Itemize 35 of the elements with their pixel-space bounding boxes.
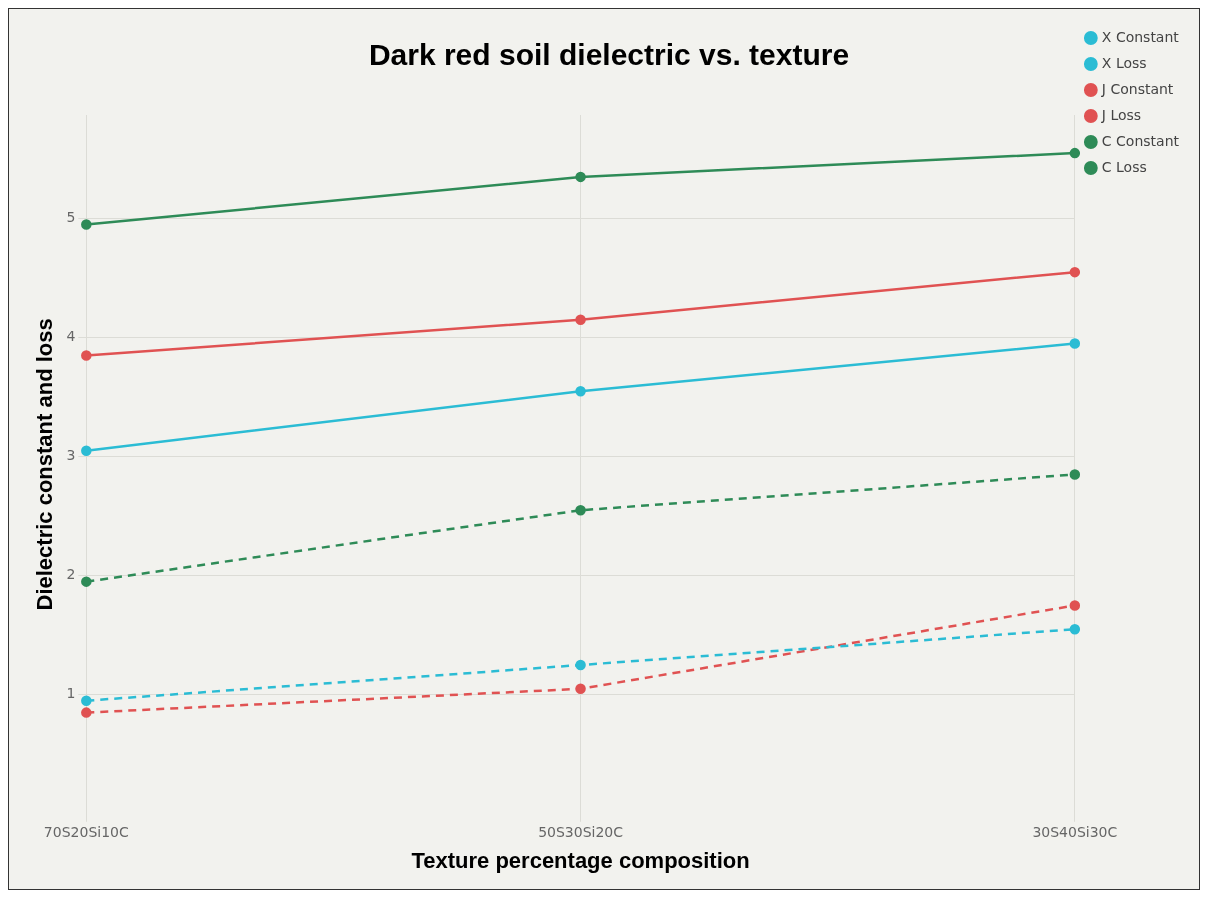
chart-title: Dark red soil dielectric vs. texture [368,38,850,72]
point [575,171,586,183]
y-tick-label: 5 [66,209,76,226]
legend-label: C Constant [1101,132,1180,149]
x-tick-label: 70S20Si10C [43,823,129,840]
legend-label: J Loss [1100,106,1142,123]
point [81,707,92,718]
point [81,219,92,230]
x-tick-label: 50S30Si20C [538,823,624,840]
point [81,350,92,361]
point [575,683,586,695]
x-axis-title: Texture percentage composition [411,847,750,873]
point [1069,469,1081,480]
point [575,385,586,397]
x-tick-label: 30S40Si30C [1032,823,1118,840]
y-axis-title: Dielectric constant and loss [32,318,58,611]
point [1069,266,1081,278]
y-tick-label: 1 [66,685,76,702]
point [81,445,92,456]
point [1069,147,1081,159]
point [1069,338,1081,349]
point [81,576,92,587]
point [1069,624,1081,635]
legend-label: C Loss [1101,158,1147,175]
legend-label: X Constant [1101,28,1180,45]
legend-label: J Constant [1100,80,1174,97]
y-tick-label: 2 [66,566,76,583]
point [575,504,586,516]
y-tick-label: 4 [66,328,76,345]
legend-label: X Loss [1101,54,1147,71]
y-tick-label: 3 [66,447,76,464]
point [575,314,586,326]
point [1069,600,1081,611]
point [575,659,586,671]
point [81,695,92,706]
